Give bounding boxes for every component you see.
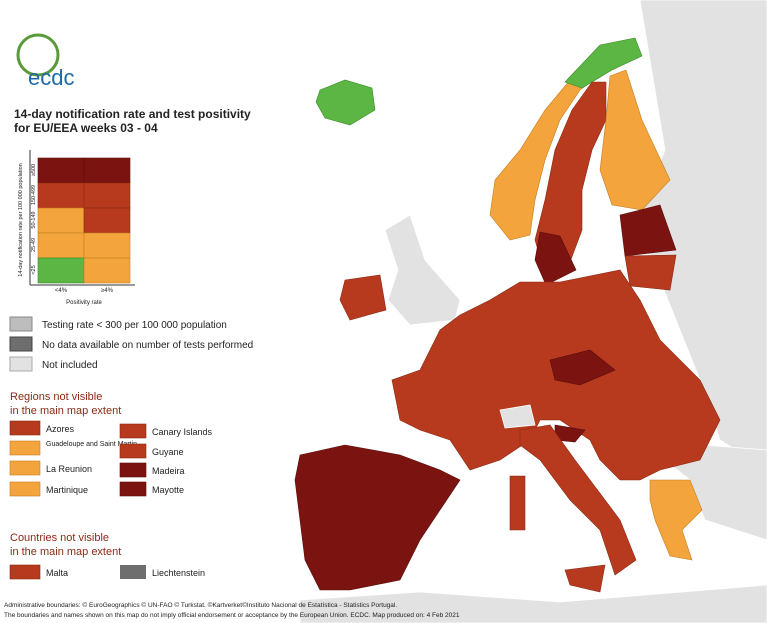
logo-globe <box>16 33 60 77</box>
region-label: La Reunion <box>46 464 92 474</box>
matrix-x-title: Positivity rate <box>66 300 102 306</box>
logo-text: ecdc <box>28 65 74 90</box>
region-swatch <box>9 420 41 436</box>
region-swatch <box>9 440 41 456</box>
lithuania <box>624 254 677 291</box>
iceland <box>315 79 376 126</box>
country-swatch <box>9 564 41 580</box>
matrix-cell <box>37 232 85 259</box>
matrix-col-label: ≥4% <box>101 288 114 294</box>
matrix-cell <box>83 232 131 259</box>
legend-label: Not included <box>42 360 98 371</box>
regions-legend: Azores Guadeloupe and Saint Martin La Re… <box>9 420 213 497</box>
matrix-cell <box>83 257 131 284</box>
region-swatch <box>119 443 147 459</box>
region-label: Martinique <box>46 485 88 495</box>
matrix-row-label: <25 <box>31 265 37 274</box>
baltics <box>619 204 677 257</box>
region-label: Guyane <box>152 447 184 457</box>
matrix-row-label: ≥500 <box>31 164 37 176</box>
matrix-cell <box>37 257 85 284</box>
matrix-cell <box>83 207 131 234</box>
region-label: Azores <box>46 424 75 434</box>
region-label: Mayotte <box>152 485 184 495</box>
matrix-cell <box>37 182 85 209</box>
footer: Administrative boundaries: © EuroGeograp… <box>4 601 397 609</box>
regions-title: Regions not visible <box>10 391 102 403</box>
non-included-land <box>299 584 767 623</box>
matrix-cell <box>37 207 85 234</box>
regions-title: in the main map extent <box>10 405 121 417</box>
matrix-cell <box>83 157 131 184</box>
region-swatch <box>119 423 147 439</box>
matrix-col-label: <4% <box>55 288 68 294</box>
legend-label: Testing rate < 300 per 100 000 populatio… <box>42 320 227 331</box>
region-label: Canary Islands <box>152 427 213 437</box>
region-label: Guadeloupe and Saint Martin <box>46 441 137 448</box>
country-label: Liechtenstein <box>152 568 205 578</box>
country-label: Malta <box>46 568 68 578</box>
switzerland <box>499 404 536 429</box>
region-swatch <box>9 460 41 476</box>
region-label: Madeira <box>152 466 185 476</box>
legend-swatch <box>9 316 33 332</box>
title: 14-day notification rate and test positi… <box>14 107 251 121</box>
legend: Testing rate < 300 per 100 000 populatio… <box>9 316 253 372</box>
matrix-cell <box>83 182 131 209</box>
logo: ecdc <box>16 33 74 90</box>
legend-swatch <box>9 336 33 352</box>
region-swatch <box>119 462 147 478</box>
greece <box>649 479 703 561</box>
region-swatch <box>9 481 41 497</box>
country-swatch <box>120 565 146 579</box>
czechia <box>549 349 616 386</box>
matrix: 14-day notification rate per 100 000 pop… <box>18 150 135 306</box>
ireland <box>339 274 387 321</box>
norway-north <box>564 37 643 89</box>
italy <box>519 424 637 576</box>
matrix-row-label: 150-499 <box>31 185 37 205</box>
map <box>294 0 767 623</box>
region-swatch <box>119 481 147 497</box>
sicily <box>564 564 606 593</box>
countries-title: Countries not visible <box>10 532 109 544</box>
legend-label: No data available on number of tests per… <box>42 340 253 351</box>
denmark <box>534 231 577 286</box>
sardinia <box>509 475 526 531</box>
matrix-y-title: 14-day notification rate per 100 000 pop… <box>18 163 24 276</box>
iberia <box>294 444 461 591</box>
matrix-row-label: 25-49 <box>31 238 37 252</box>
matrix-row-label: 50-149 <box>31 211 37 228</box>
footer: The boundaries and names shown on this m… <box>4 612 460 619</box>
countries-title: in the main map extent <box>10 546 121 558</box>
legend-swatch <box>9 356 33 372</box>
title: for EU/EEA weeks 03 - 04 <box>14 121 158 135</box>
matrix-cell <box>37 157 85 184</box>
